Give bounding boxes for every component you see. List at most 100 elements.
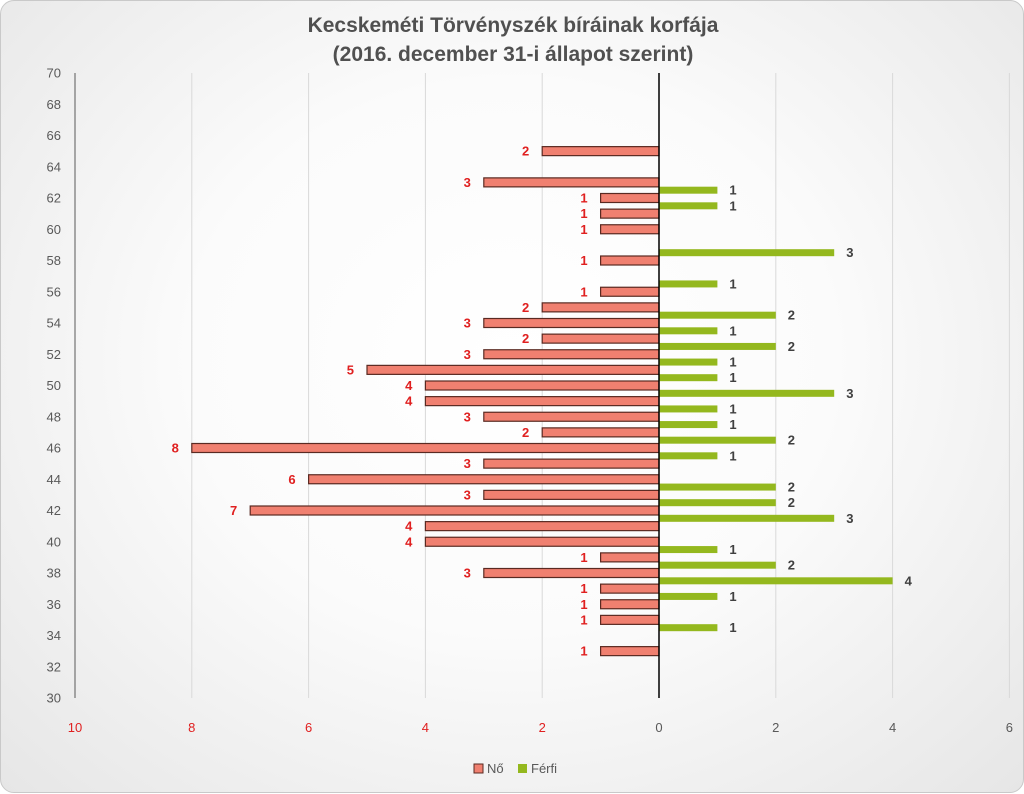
data-label-male: 2 xyxy=(788,495,795,510)
data-label-male: 3 xyxy=(846,245,853,260)
y-tick-label: 44 xyxy=(47,472,61,487)
bar-male xyxy=(659,546,718,554)
y-tick-label: 56 xyxy=(47,284,61,299)
data-label-female: 1 xyxy=(580,191,587,206)
data-label-female: 1 xyxy=(580,284,587,299)
bar-male xyxy=(659,592,718,600)
data-label-female: 3 xyxy=(464,566,471,581)
bar-male xyxy=(659,311,776,319)
y-tick-label: 68 xyxy=(47,97,61,112)
bar-female xyxy=(424,521,660,532)
legend-swatch-male xyxy=(518,764,527,773)
data-label-female: 4 xyxy=(405,394,413,409)
data-label-male: 1 xyxy=(729,183,736,198)
bar-female xyxy=(249,505,660,516)
y-tick-label: 62 xyxy=(47,191,61,206)
data-label-female: 3 xyxy=(464,456,471,471)
data-label-female: 1 xyxy=(580,612,587,627)
data-label-male: 2 xyxy=(788,339,795,354)
data-label-female: 3 xyxy=(464,487,471,502)
data-label-female: 4 xyxy=(405,519,413,534)
bar-female xyxy=(483,349,660,360)
data-label-female: 1 xyxy=(580,253,587,268)
data-label-female: 1 xyxy=(580,222,587,237)
data-label-female: 3 xyxy=(464,347,471,362)
data-label-male: 4 xyxy=(905,573,913,588)
data-label-male: 2 xyxy=(788,480,795,495)
data-label-female: 2 xyxy=(522,144,529,159)
y-tick-label: 42 xyxy=(47,503,61,518)
bar-female xyxy=(366,364,660,375)
data-label-male: 2 xyxy=(788,558,795,573)
bar-male xyxy=(659,358,718,366)
bar-female xyxy=(541,333,660,344)
bar-male xyxy=(659,186,718,194)
data-label-female: 4 xyxy=(405,378,413,393)
y-tick-label: 38 xyxy=(47,566,61,581)
bar-male xyxy=(659,249,835,257)
bar-female xyxy=(599,286,660,297)
y-tick-label: 46 xyxy=(47,441,61,456)
y-tick-label: 50 xyxy=(47,378,61,393)
data-label-male: 1 xyxy=(729,401,736,416)
y-tick-label: 64 xyxy=(47,159,61,174)
data-label-male: 3 xyxy=(846,386,853,401)
data-label-male: 1 xyxy=(729,370,736,385)
data-labels: 2311111232354432836374413111111312121131… xyxy=(172,144,913,659)
y-tick-label: 48 xyxy=(47,409,61,424)
bar-male xyxy=(659,327,718,335)
bar-male xyxy=(659,452,718,460)
data-label-male: 2 xyxy=(788,308,795,323)
bar-female xyxy=(483,489,660,500)
x-tick-label-zero: 0 xyxy=(655,720,662,735)
data-label-female: 2 xyxy=(522,425,529,440)
bar-female xyxy=(541,427,660,438)
bar-male xyxy=(659,436,776,444)
x-tick-label-left: 4 xyxy=(422,720,429,735)
bar-female xyxy=(599,599,660,610)
bar-male xyxy=(659,561,776,569)
data-label-female: 3 xyxy=(464,316,471,331)
legend-label-male: Férfi xyxy=(531,761,557,776)
chart-title: Kecskeméti Törvényszék bíráinak korfája … xyxy=(1,11,1024,69)
data-label-male: 1 xyxy=(729,198,736,213)
data-label-female: 2 xyxy=(522,331,529,346)
data-label-male: 1 xyxy=(729,323,736,338)
bar-male xyxy=(659,514,835,522)
y-tick-label: 58 xyxy=(47,253,61,268)
data-label-female: 1 xyxy=(580,206,587,221)
data-label-male: 2 xyxy=(788,433,795,448)
bar-female xyxy=(541,302,660,313)
bar-female xyxy=(483,317,660,329)
bar-female xyxy=(599,552,660,563)
data-label-female: 1 xyxy=(580,581,587,596)
axes: 7068666462605856545250484644424038363432… xyxy=(47,66,1013,736)
bar-male xyxy=(659,202,718,210)
data-label-female: 3 xyxy=(464,409,471,424)
y-tick-label: 60 xyxy=(47,222,61,237)
data-label-female: 4 xyxy=(405,534,413,549)
legend: Nő Férfi xyxy=(473,761,557,776)
bar-female xyxy=(541,146,660,157)
y-tick-label: 30 xyxy=(47,691,61,706)
x-tick-label-right: 6 xyxy=(1006,720,1013,735)
bar-male xyxy=(659,342,776,350)
bar-female xyxy=(424,380,660,391)
bar-female xyxy=(483,567,660,579)
x-tick-label-right: 2 xyxy=(772,720,779,735)
bar-female xyxy=(599,583,660,594)
y-tick-label: 36 xyxy=(47,597,61,612)
bar-male xyxy=(659,421,718,429)
bar-male xyxy=(659,624,718,632)
data-label-male: 1 xyxy=(729,448,736,463)
y-tick-label: 70 xyxy=(47,66,61,81)
bar-female xyxy=(599,208,660,219)
data-label-male: 1 xyxy=(729,417,736,432)
chart-title-line-1: Kecskeméti Törvényszék bíráinak korfája xyxy=(307,14,719,37)
data-label-female: 8 xyxy=(172,441,179,456)
bar-female xyxy=(191,442,660,454)
data-label-female: 1 xyxy=(580,644,587,659)
data-label-male: 3 xyxy=(846,511,853,526)
